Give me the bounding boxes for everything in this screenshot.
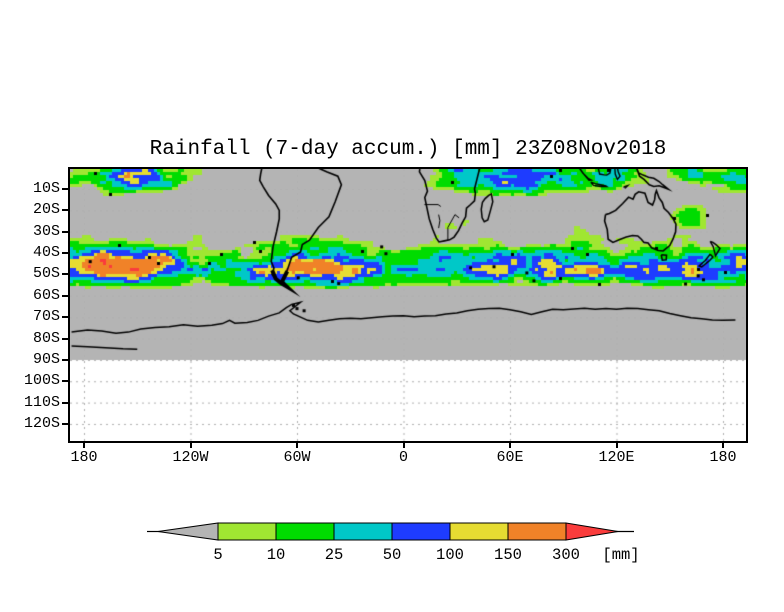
colorbar-above-max-arrow <box>565 522 619 541</box>
colorbar-segment <box>275 522 335 541</box>
y-tick-label: 30S <box>32 222 60 240</box>
colorbar-tick-label: 5 <box>213 546 222 564</box>
y-tick-label: 60S <box>32 286 60 304</box>
colorbar-below-min-arrow <box>157 522 219 541</box>
x-tick-label: 0 <box>398 449 408 466</box>
y-tick-label: 50S <box>32 265 60 283</box>
y-tick-mark <box>62 380 70 383</box>
y-tick-mark <box>62 209 70 212</box>
y-tick-label: 10S <box>32 180 60 197</box>
y-tick-label: 70S <box>32 308 60 326</box>
x-tick-mark <box>509 441 511 448</box>
colorbar-tick-label: 25 <box>325 546 344 564</box>
colorbar-segment <box>449 522 509 541</box>
x-tick-label: 60E <box>496 449 524 466</box>
colorbar: 5 10 25 50 100 150 300 [mm] <box>147 522 640 564</box>
x-tick-mark <box>722 441 724 448</box>
y-tick-mark <box>62 401 70 404</box>
y-tick-label: 110S <box>23 393 60 411</box>
colorbar-tick-label: 150 <box>494 546 522 564</box>
x-tick-mark <box>189 441 192 448</box>
x-tick-mark <box>402 441 405 448</box>
y-tick-mark <box>62 337 70 340</box>
y-tick-label: 120S <box>23 414 60 432</box>
colorbar-segment <box>333 522 393 541</box>
x-tick-mark <box>296 441 298 448</box>
colorbar-tick-label: 300 <box>552 546 580 564</box>
y-tick-mark <box>62 188 70 190</box>
colorbar-tick-label: 50 <box>383 546 402 564</box>
y-tick-mark <box>62 316 70 319</box>
x-tick-label: 120E <box>598 449 635 466</box>
y-tick-mark <box>62 252 70 255</box>
y-tick-label: 90S <box>32 350 60 368</box>
colorbar-segment <box>391 522 451 541</box>
x-tick-label: 180 <box>709 449 737 466</box>
y-tick-mark <box>62 358 70 361</box>
x-tick-mark <box>615 441 618 448</box>
y-tick-label: 40S <box>32 244 60 262</box>
y-tick-label: 100S <box>23 372 60 390</box>
y-tick-label: 20S <box>32 201 60 219</box>
map-plot-frame <box>68 167 748 443</box>
x-tick-label: 180 <box>70 449 98 466</box>
x-tick-mark <box>83 441 85 448</box>
chart-title: Rainfall (7-day accum.) [mm] 23Z08Nov201… <box>149 138 667 161</box>
colorbar-segment <box>507 522 567 541</box>
x-tick-label: 60W <box>283 449 311 466</box>
colorbar-tick-label: 100 <box>436 546 464 564</box>
y-tick-mark <box>62 422 70 425</box>
y-tick-mark <box>62 273 70 276</box>
rainfall-map-canvas <box>70 169 746 441</box>
colorbar-tick-label: 10 <box>267 546 286 564</box>
y-tick-mark <box>62 294 70 297</box>
colorbar-unit-label: [mm] <box>602 546 639 564</box>
x-tick-label: 120W <box>172 449 209 466</box>
y-tick-mark <box>62 230 70 233</box>
colorbar-segment <box>217 522 277 541</box>
y-tick-label: 80S <box>32 329 60 347</box>
